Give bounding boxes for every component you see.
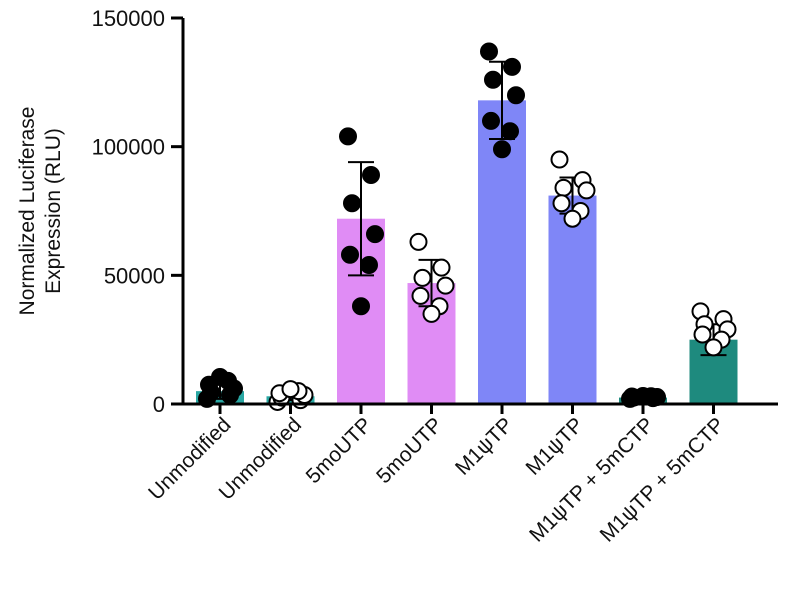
data-point-open [281,380,300,399]
data-point-open [411,286,430,305]
data-point-filled [360,256,378,275]
data-point-open [554,178,573,197]
data-point-filled [503,57,521,76]
data-points-layer [198,42,737,411]
y-axis-title-line-1: Normalized Luciferase [16,107,39,316]
data-point-open [704,338,723,357]
data-point-filled [507,86,525,105]
y-tick-label: 0 [153,392,165,417]
data-point-filled [352,297,370,316]
data-point-open [432,258,451,277]
data-point-open [436,276,455,295]
data-point-filled [482,111,500,130]
y-tick-label: 150000 [92,6,165,31]
data-point-filled [634,387,652,406]
data-point-open [563,209,582,228]
data-point-filled [480,42,498,61]
data-point-open [550,150,569,169]
bar [548,195,597,404]
data-point-open [552,194,571,213]
data-point-open [422,304,441,323]
data-point-open [577,181,596,200]
x-category-label: 5moUTP [302,413,377,488]
x-category-label: 5moUTP [372,413,447,488]
y-tick-label: 50000 [104,263,165,288]
y-tick-label: 100000 [92,135,165,160]
x-category-label: M1ψTP [451,413,517,479]
data-point-filled [341,245,359,264]
data-point-filled [362,165,380,184]
x-category-label: M1ψTP [522,413,588,479]
data-point-filled [484,70,502,89]
y-axis-title: Normalized Luciferase Expression (RLU) [16,107,65,316]
data-point-filled [339,127,357,146]
error-bars-layer [207,60,727,402]
x-category-label: M1ψTP + 5mCTP [525,413,658,546]
data-point-open [693,325,712,344]
data-point-open [413,268,432,287]
data-point-filled [343,194,361,213]
axes-layer [181,18,778,406]
data-point-filled [501,122,519,141]
data-point-filled [366,225,384,244]
data-point-filled [211,367,229,386]
data-point-open [409,232,428,251]
x-category-label: M1ψTP + 5mCTP [596,413,729,546]
bars-layer [196,100,738,404]
y-ticks-layer: 0 50000 100000 150000 [92,6,183,417]
y-axis-title-line-2: Expression (RLU) [42,128,65,294]
data-point-filled [493,140,511,159]
